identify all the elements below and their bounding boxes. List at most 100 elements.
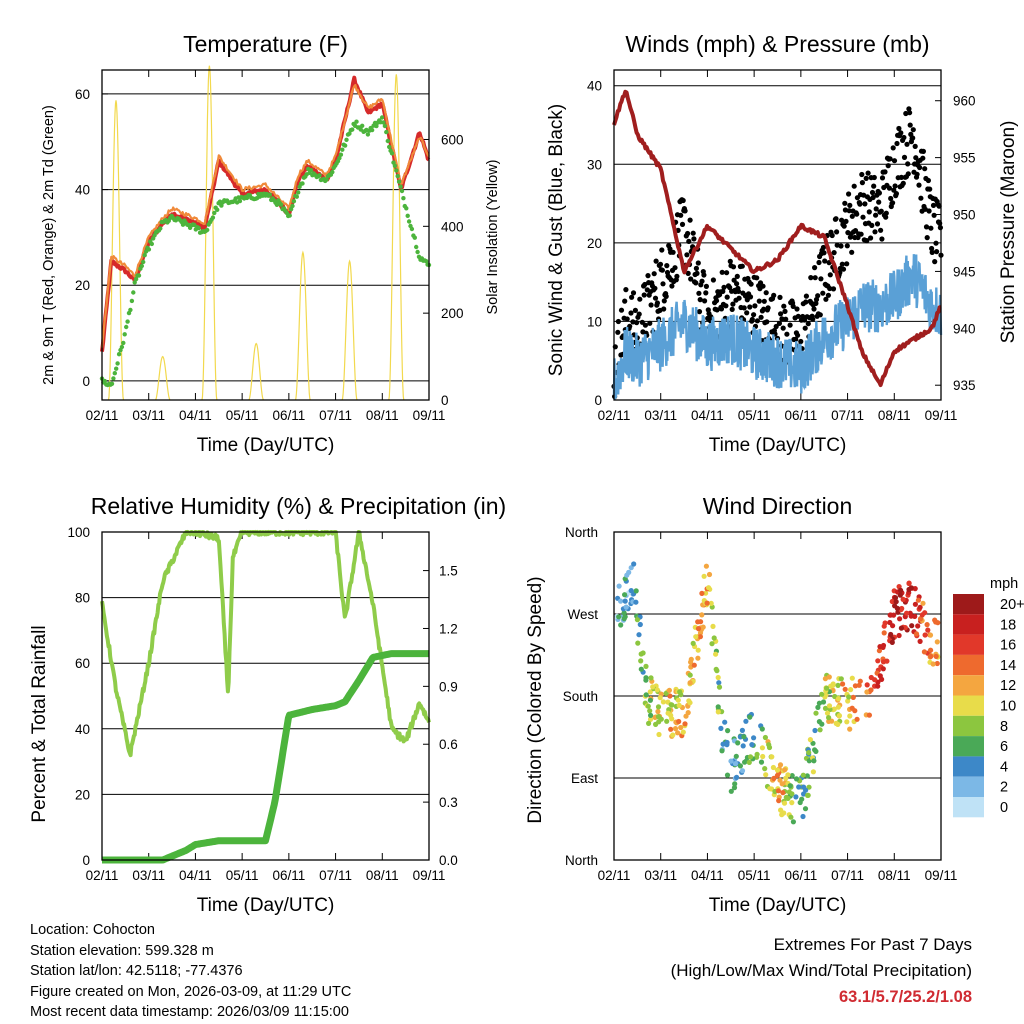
dewpoint-point [132, 280, 137, 285]
wind-direction-point [672, 726, 679, 732]
gust-point [816, 259, 822, 266]
solar-insolation-curve [388, 74, 405, 401]
solar-insolation-curve [107, 100, 125, 401]
gust-point [736, 295, 742, 301]
x-tick-label: 04/11 [691, 408, 724, 423]
x-tick-label: 07/11 [831, 408, 864, 423]
gust-point [922, 166, 928, 172]
legend-label: 8 [1000, 719, 1008, 735]
gust-point [615, 329, 621, 335]
pressure-line [612, 89, 942, 388]
dewpoint-point [365, 132, 371, 137]
wind-direction-point [687, 672, 693, 678]
gust-point [842, 200, 848, 206]
gust-point [870, 194, 876, 201]
y-axis-label: Percent & Total Rainfall [29, 625, 50, 822]
wind-direction-point [618, 598, 624, 604]
dewpoint-point [219, 203, 224, 208]
y2-axis-label: Station Pressure (Maroon) [998, 121, 1019, 344]
wind-direction-point [894, 605, 901, 612]
gust-point [629, 294, 635, 300]
gust-point [803, 299, 809, 305]
y2-tick-label: 950 [953, 208, 976, 223]
gust-point [687, 217, 693, 223]
wind-direction-point [912, 586, 918, 592]
y-tick-label: West [567, 607, 598, 622]
wind-direction-point [722, 719, 728, 725]
wind-direction-point [817, 727, 823, 733]
x-tick-label: 05/11 [226, 868, 259, 883]
wind-direction-point [711, 635, 717, 641]
wind-direction-point [812, 727, 818, 734]
wind-direction-point [842, 686, 848, 692]
y2-tick-label: 945 [953, 264, 976, 279]
gust-point [878, 208, 884, 214]
legend-title: mph [990, 576, 1018, 592]
gust-point [794, 306, 800, 312]
gust-point [827, 272, 833, 278]
y2-tick-label: 600 [441, 132, 464, 147]
solar-insolation-curve [294, 250, 311, 401]
dewpoint-point [344, 137, 349, 142]
gust-point [872, 229, 878, 235]
gust-point [749, 316, 755, 323]
gust-point [887, 156, 893, 162]
legend-label: 10 [1000, 699, 1016, 715]
wind-direction-point [816, 719, 823, 725]
gust-point [802, 325, 808, 331]
wind-direction-point [624, 572, 630, 578]
x-tick-label: 09/11 [925, 408, 958, 423]
gust-point [925, 177, 932, 184]
gust-point [776, 320, 783, 326]
gust-point [739, 263, 745, 269]
gust-point [696, 290, 702, 296]
plot-frame [613, 69, 942, 401]
gust-point [871, 183, 877, 189]
x-tick-label: 07/11 [319, 868, 352, 883]
gust-point [727, 258, 733, 264]
wind-direction-point [793, 776, 800, 782]
dewpoint-point [114, 366, 119, 371]
gust-point [862, 201, 868, 207]
gust-point [927, 186, 933, 192]
wind-direction-point [770, 764, 777, 771]
footer-recent: Most recent data timestamp: 2026/03/09 1… [30, 1004, 349, 1020]
wind-direction-point [699, 612, 705, 618]
gust-point [636, 311, 642, 317]
dewpoint-point [267, 192, 272, 197]
wind-direction-point [771, 775, 777, 782]
legend-swatch [953, 675, 984, 696]
wind-direction-point [758, 759, 765, 765]
dewpoint-point [385, 138, 390, 144]
wind-direction-point [789, 773, 795, 779]
x-tick-label: 02/11 [86, 868, 119, 883]
legend-swatch [953, 715, 984, 737]
y2-tick-label: 0.0 [439, 853, 458, 868]
gust-point [741, 305, 747, 311]
wind-direction-point [888, 612, 894, 618]
wind-direction-point [789, 791, 795, 797]
dewpoint-point [389, 151, 395, 156]
legend-label: 16 [1000, 638, 1016, 654]
wind-direction-point [847, 713, 853, 719]
gust-point [652, 295, 659, 301]
wind-direction-point [847, 726, 853, 732]
wind-direction-point [777, 777, 783, 783]
x-axis-label: Time (Day/UTC) [709, 895, 847, 916]
dewpoint-point [338, 152, 344, 157]
gust-point [901, 134, 907, 141]
dewpoint-point [392, 163, 398, 168]
gust-point [883, 214, 889, 220]
dewpoint-point [424, 259, 429, 264]
gust-point [758, 314, 764, 320]
wind-direction-point [822, 705, 829, 712]
y2-tick-label: 0.9 [439, 679, 458, 694]
dewpoint-point [131, 290, 136, 295]
wind-direction-point [628, 588, 634, 594]
gust-point [803, 293, 810, 299]
y-axis-label: Direction (Colored By Speed) [525, 576, 546, 823]
wind-direction-point [850, 694, 856, 701]
gust-point [929, 249, 935, 255]
gust-point [793, 336, 799, 342]
wind-direction-point [643, 677, 649, 683]
